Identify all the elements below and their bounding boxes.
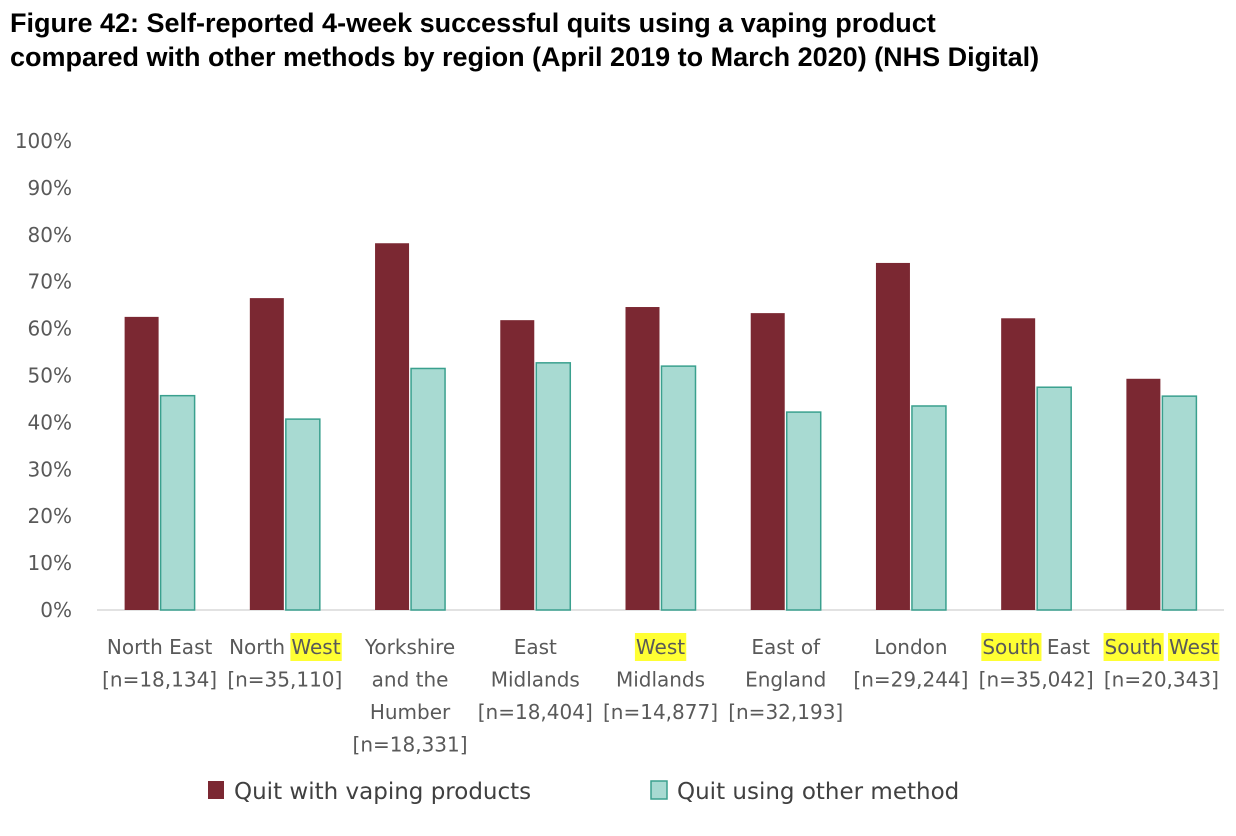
x-category-label-line: West xyxy=(636,635,685,659)
y-tick-label: 100% xyxy=(15,129,72,153)
bar-vaping xyxy=(625,307,660,610)
chart-title-line-1: Figure 42: Self-reported 4-week successf… xyxy=(10,8,936,38)
legend-swatch xyxy=(650,780,668,800)
x-category-label: Yorkshire and the Humber [n=18,331] xyxy=(353,635,468,757)
legend-label: Quit using other method xyxy=(677,779,959,805)
x-category-label-line: and the xyxy=(372,668,449,692)
bar-vaping xyxy=(875,262,910,610)
x-category-label-line: [n=29,244] xyxy=(853,668,968,692)
bar-vaping xyxy=(500,320,535,610)
x-category-label-line: South East xyxy=(982,635,1090,659)
y-tick-label: 10% xyxy=(28,551,72,575)
x-category-label-line: Midlands xyxy=(491,668,580,692)
y-tick-label: 30% xyxy=(28,457,72,481)
chart-title: Figure 42: Self-reported 4-week successf… xyxy=(10,6,1226,74)
y-tick-label: 0% xyxy=(40,598,72,622)
y-tick-label: 50% xyxy=(28,364,72,388)
text-highlight xyxy=(1103,633,1164,661)
y-tick-label: 80% xyxy=(28,223,72,247)
legend: Quit with vaping products Quit using othe… xyxy=(208,779,959,805)
x-category-label: North East [n=18,134] xyxy=(102,635,217,692)
x-category-label-line: [n=35,042] xyxy=(979,668,1094,692)
y-tick-label: 60% xyxy=(28,317,72,341)
bar-other-method xyxy=(285,418,321,611)
bar-other-method xyxy=(1036,386,1072,611)
bar-vaping xyxy=(1126,378,1161,610)
x-category-label-line: Humber xyxy=(370,700,451,724)
bar-vaping xyxy=(249,298,284,610)
legend-other-method: Quit using other method xyxy=(650,779,959,805)
bar-other-method xyxy=(159,394,196,611)
bar-other-method xyxy=(1161,395,1198,611)
x-category-label: East of England [n=32,193] xyxy=(728,635,843,724)
bars xyxy=(124,243,1198,611)
text-highlight xyxy=(981,633,1042,661)
x-category-label-line: North West xyxy=(229,635,341,659)
x-category-label-line: London xyxy=(874,635,947,659)
bar-vaping xyxy=(750,313,785,610)
x-category-label-line: East xyxy=(514,635,557,659)
x-category-label-line: [n=35,110] xyxy=(227,668,342,692)
x-category-label: North West [n=35,110] xyxy=(227,633,342,692)
bar-other-method xyxy=(911,405,947,611)
x-category-label: London [n=29,244] xyxy=(853,635,968,692)
x-category-label-line: [n=18,404] xyxy=(478,700,593,724)
bar-vaping xyxy=(124,316,159,610)
x-category-label-line: Midlands xyxy=(616,668,705,692)
y-axis: 0% 10% 20% 30% 40% 50% 60% 70% 80% 90% 100% xyxy=(15,129,72,622)
text-highlight xyxy=(290,633,342,661)
text-highlight xyxy=(1168,633,1220,661)
bar-other-method xyxy=(660,365,697,611)
x-category-label: West Midlands [n=14,877] xyxy=(603,633,718,724)
x-category-label-line: North East xyxy=(107,635,213,659)
bar-vaping xyxy=(1001,318,1036,610)
y-tick-label: 40% xyxy=(28,410,72,434)
bar-other-method xyxy=(535,362,572,611)
legend-swatch xyxy=(208,781,224,799)
x-category-label-line: [n=32,193] xyxy=(728,700,843,724)
x-category-label-line: [n=14,877] xyxy=(603,700,718,724)
legend-vaping: Quit with vaping products xyxy=(208,779,531,805)
x-axis-labels: North East [n=18,134] North West [n=35,110]… xyxy=(102,633,1220,757)
x-category-label-line: Yorkshire xyxy=(364,635,455,659)
legend-label: Quit with vaping products xyxy=(234,779,531,805)
x-category-label: East Midlands [n=18,404] xyxy=(478,635,593,724)
bar-vaping xyxy=(375,243,410,610)
x-category-label-line: England xyxy=(745,668,826,692)
x-category-label-line: South West xyxy=(1105,635,1219,659)
x-category-label-line: [n=18,134] xyxy=(102,668,217,692)
text-highlight xyxy=(634,633,687,661)
x-category-label-line: [n=18,331] xyxy=(353,733,468,757)
x-category-label: South West [n=20,343] xyxy=(1103,633,1220,692)
bar-other-method xyxy=(410,367,446,611)
y-tick-label: 70% xyxy=(28,270,72,294)
y-tick-label: 20% xyxy=(28,504,72,528)
x-category-label-line: East of xyxy=(751,635,821,659)
x-category-label-line: [n=20,343] xyxy=(1104,668,1219,692)
x-category-label: South East [n=35,042] xyxy=(979,633,1094,692)
bar-other-method xyxy=(785,411,822,611)
chart-title-line-2: compared with other methods by region (A… xyxy=(10,42,1040,72)
y-tick-label: 90% xyxy=(28,176,72,200)
